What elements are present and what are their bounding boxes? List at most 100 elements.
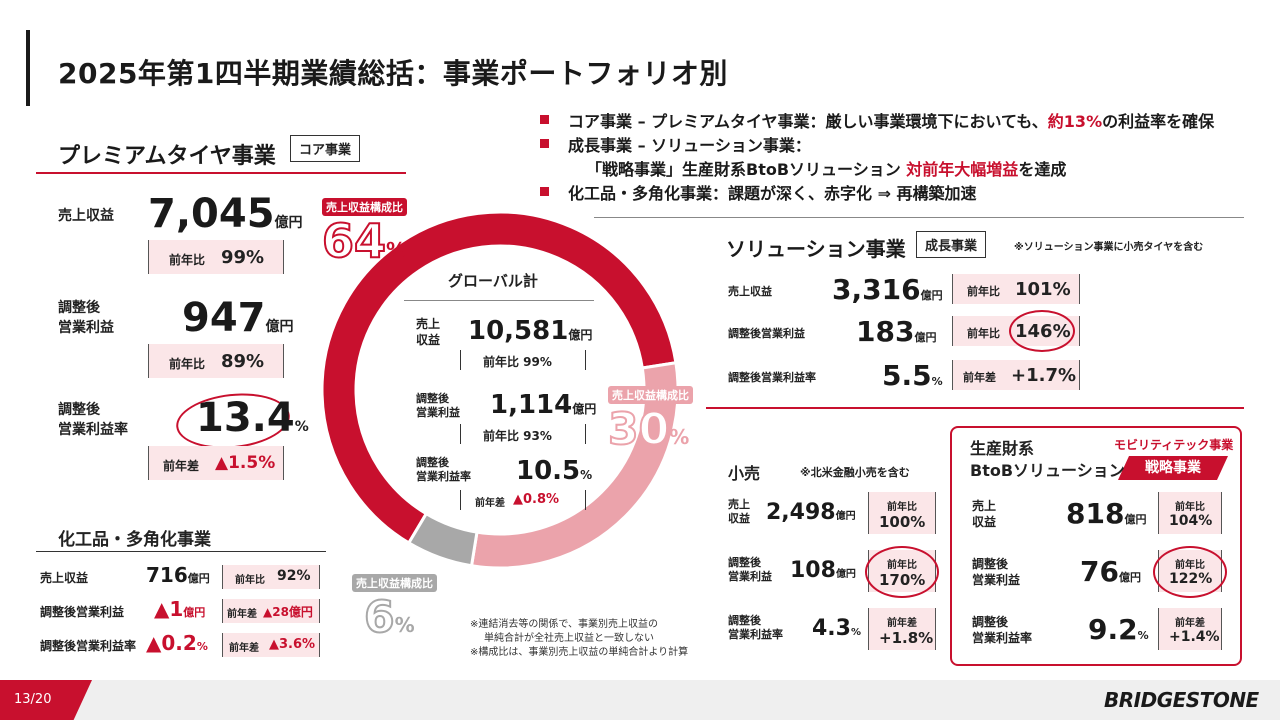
cmp-label: 前年比 [169,357,206,371]
premium-op-value: 947 [182,295,266,341]
solution-divider [706,407,1244,409]
global-revenue: 10,581億円 [468,316,593,346]
b2b-title: 生産財系 BtoBソリューション [970,439,1125,480]
center-divider [404,300,594,301]
global-margin-cmp: ▲0.8% [513,492,560,507]
premium-margin: 13.4% [196,398,309,438]
global-margin-label: 調整後 営業利益率 [416,456,471,483]
b2b-panel [950,426,1242,666]
bullet-text: 成長事業 – ソリューション事業： [568,136,811,155]
bullet-marker [540,115,549,124]
global-revenue-label: 売上 収益 [416,317,441,347]
premium-op: 947億円 [182,298,294,338]
b2b-table: 売上 収益 818億円 前年比 104% 調整後 営業利益 76億円 前年比 122… [972,490,1228,660]
premium-margin-unit: % [294,419,309,435]
highlight-circle [865,546,939,598]
bullet-item: コア事業 – プレミアムタイヤ事業：厳しい事業環境下においても、約13%の利益率… [540,108,1260,132]
cmp-label: 前年差 [163,459,200,473]
premium-op-unit: 億円 [265,319,294,335]
chemical-title: 化工品・多角化事業 [58,530,211,550]
premium-op-cmp: 前年比 89% [148,344,284,378]
premium-core-tag: コア事業 [290,135,361,162]
premium-margin-cmp: 前年差 ▲1.5% [148,446,284,480]
highlight-circle [1009,310,1075,352]
premium-revenue: 7,045億円 [148,194,303,234]
bullet-item: 化工品・多角化事業：課題が深く、赤字化 ⇒ 再構築加速 [540,180,1260,204]
retail-note: ※北米金融小売を含む [800,466,910,479]
table-row: 調整後 営業利益率 4.3% 前年差 +1.8% [728,606,948,654]
global-op-label: 調整後 営業利益 [416,392,460,419]
share-value: 64 [321,214,387,268]
cmp-label: 前年比 [169,253,206,267]
premium-divider [36,172,406,174]
footer-bar [0,680,1280,720]
bullet-marker [540,187,549,196]
chemical-share-arc [406,511,479,568]
table-row: 売上 収益 818億円 前年比 104% [972,490,1228,538]
share-value: 6 [363,592,396,643]
solution-table: 売上収益 3,316億円 前年比 101% 調整後営業利益 183億円 前年比 … [726,272,1086,392]
premium-op-label: 調整後 営業利益 [58,300,114,336]
bullet-highlight: 対前年大幅増益 [906,160,1019,179]
bullet-text: を達成 [1018,160,1067,179]
table-row: 調整後営業利益 183億円 前年比 146% [726,310,1086,352]
premium-revenue-unit: 億円 [274,215,303,231]
global-op: 1,114億円 [490,390,597,420]
bullet-text: 「戦略事業」生産財系BtoBソリューション [586,160,907,179]
page-number-badge [0,680,92,720]
mobility-tag: モビリティテック事業 [1114,438,1234,452]
global-margin: 10.5% [516,456,593,486]
retail-title: 小売 [728,464,761,483]
summary-bullets: コア事業 – プレミアムタイヤ事業：厳しい事業環境下においても、約13%の利益率… [540,108,1260,204]
cmp-value: ▲1.5% [215,453,276,473]
premium-margin-value: 13.4 [196,395,295,441]
solution-title: ソリューション事業 [726,237,906,261]
highlight-circle [1153,546,1227,598]
table-row: 調整後 営業利益 108億円 前年比 170% [728,546,948,598]
table-row: 調整後営業利益 ▲1億円 前年差 ▲28億円 [36,594,336,626]
premium-revenue-cmp: 前年比 99% [148,240,284,274]
share-value: 30 [607,404,670,455]
cmp-value: 89% [221,351,265,372]
table-row: 調整後営業利益率 5.5% 前年差 +1.7% [726,358,1086,394]
title-accent-bar [26,30,30,106]
premium-title: プレミアムタイヤ事業 [58,144,276,169]
bullet-item: 「戦略事業」生産財系BtoBソリューション 対前年大幅増益を達成 [540,156,1260,180]
strategic-badge: 戦略事業 [1118,456,1228,480]
page-number: 13/20 [14,692,52,707]
bullet-text: 化工品・多角化事業：課題が深く、赤字化 ⇒ 再構築加速 [568,184,977,203]
premium-revenue-value: 7,045 [148,191,275,237]
table-row: 売上 収益 2,498億円 前年比 100% [728,490,948,538]
global-op-cmp: 前年比 93% [483,429,552,443]
revenue-share-donut [320,210,680,570]
premium-share-arc [320,210,678,545]
table-row: 調整後 営業利益 76億円 前年比 122% [972,546,1228,598]
chemical-share-callout: 売上収益構成比 6% [352,572,442,643]
chemical-divider [36,551,326,552]
solution-top-divider [594,217,1244,218]
bullet-text: コア事業 – プレミアムタイヤ事業：厳しい事業環境下においても、 [568,112,1048,131]
premium-revenue-label: 売上収益 [58,208,114,224]
table-row: 調整後 営業利益率 9.2% 前年差 +1.4% [972,606,1228,654]
chemical-table: 売上収益 716億円 前年比 92% 調整後営業利益 ▲1億円 前年差 ▲28億… [36,560,336,660]
retail-table: 売上 収益 2,498億円 前年比 100% 調整後 営業利益 108億円 前年比 … [728,490,948,660]
table-row: 売上収益 716億円 前年比 92% [36,560,336,592]
premium-margin-label: 調整後 営業利益率 [58,402,128,438]
global-revenue-cmp: 前年比 99% [483,355,552,369]
cmp-value: 99% [221,247,265,268]
bullet-text: の利益率を確保 [1102,112,1215,131]
solution-growth-tag: 成長事業 [916,231,987,258]
page-title: 2025年第1四半期業績総括：事業ポートフォリオ別 [58,57,728,90]
bullet-marker [540,139,549,148]
table-row: 調整後営業利益率 ▲0.2% 前年差 ▲3.6% [36,628,336,660]
global-total-title: グローバル計 [448,272,538,290]
solution-note: ※ソリューション事業に小売タイヤを含む [1014,242,1204,253]
footnotes: ※連結消去等の関係で、事業別売上収益の 単純合計が全社売上収益と一致しない ※構… [470,619,689,658]
table-row: 売上収益 3,316億円 前年比 101% [726,272,1086,308]
bullet-item: 成長事業 – ソリューション事業： [540,132,1260,156]
brand-logo: BRIDGESTONE [1104,688,1259,712]
premium-share-callout: 売上収益構成比 64% [321,196,412,265]
bullet-highlight: 約13% [1047,112,1103,131]
donut-arcs [320,210,680,570]
solution-share-callout: 売上収益構成比 30% [607,384,698,455]
